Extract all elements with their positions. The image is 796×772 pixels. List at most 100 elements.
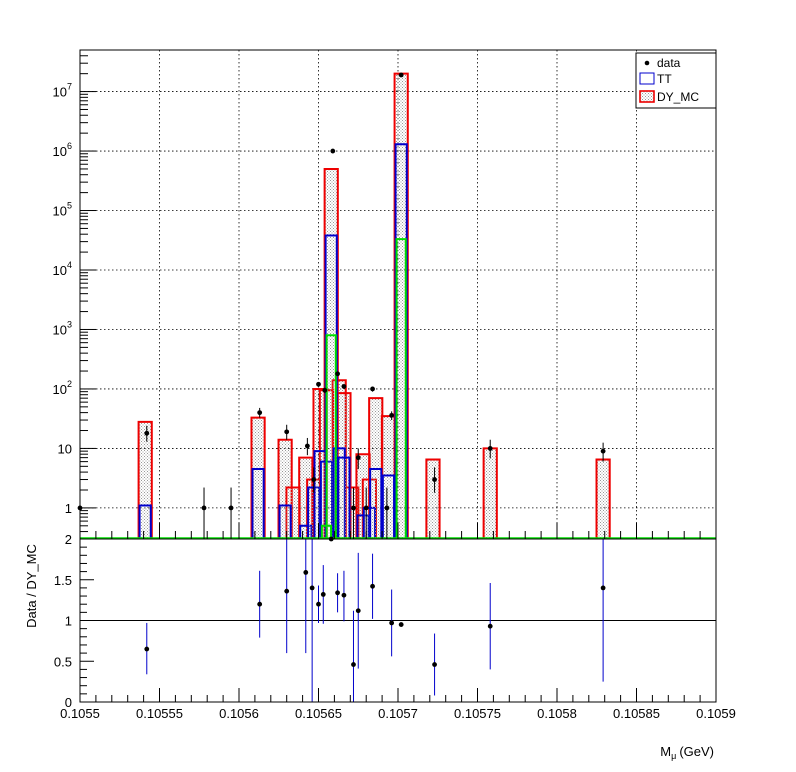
x-axis-title: Mμ (GeV) <box>660 744 714 761</box>
tt-bin <box>337 456 351 539</box>
x-axis-label: Mμ (GeV) <box>660 744 714 761</box>
legend-entry-dy: DY_MC <box>639 90 699 104</box>
data-point <box>389 412 395 418</box>
tt-bin-fill <box>338 457 350 539</box>
ratio-x-axis: 0.1055 0.10555 0.1056 0.10565 0.1057 0.10575 0… <box>60 688 736 721</box>
ratio-point <box>370 583 375 589</box>
ratio-points <box>144 536 606 702</box>
tt-bin <box>278 504 292 539</box>
legend: data TT DY_MC <box>635 52 717 109</box>
main-y-tick-label: 10 <box>58 441 72 456</box>
ratio-panel: 00.511.52 0.1055 0.10555 0.1056 0.10565 0.10… <box>24 532 736 721</box>
legend-tt-swatch <box>639 72 655 85</box>
legend-label-dy: DY_MC <box>657 90 699 104</box>
legend-data-marker <box>644 60 650 66</box>
x-axis-label-unit: (GeV) <box>679 744 714 759</box>
data-point <box>335 371 340 377</box>
dy-bin <box>425 458 441 539</box>
tt-bin-fill <box>252 469 264 539</box>
main-histogram-panel: 1 10 102 103 104 105 106 107 <box>53 49 717 540</box>
main-x-ticks <box>79 523 717 539</box>
main-y-tick-label: 105 <box>53 201 72 219</box>
ratio-x-tick-label: 0.10565 <box>295 706 342 721</box>
ratio-point <box>487 623 493 629</box>
tt-bin <box>369 468 383 539</box>
data-point <box>284 429 290 435</box>
data-point <box>355 455 361 461</box>
ratio-y-axis: 0 0.5 1 1.5 2 <box>54 532 94 710</box>
ratio-x-tick-label: 0.10585 <box>613 706 660 721</box>
data-point <box>363 505 369 511</box>
tt-bin-fill <box>395 144 407 540</box>
ratio-point <box>355 608 361 614</box>
ratio-point <box>144 646 150 652</box>
data-point <box>487 446 493 451</box>
dy-bin-fill <box>596 459 610 539</box>
data-point <box>341 384 347 389</box>
data-point <box>351 505 356 511</box>
legend-dy-swatch <box>639 90 655 103</box>
ratio-point <box>284 588 290 594</box>
tt-bin <box>324 234 338 539</box>
green-bin <box>395 238 407 539</box>
ratio-y-tick-label: 0.5 <box>54 654 72 669</box>
ratio-point <box>309 585 315 591</box>
main-y-tick-label: 106 <box>53 141 72 159</box>
tt-bin-fill <box>279 505 291 539</box>
main-y-tick-label: 103 <box>53 319 72 337</box>
ratio-y-tick-label: 2 <box>65 532 72 547</box>
data-point <box>201 505 207 511</box>
ratio-y-label: Data / DY_MC <box>24 544 39 628</box>
ratio-point <box>320 592 326 597</box>
data-point <box>398 72 404 78</box>
data-point <box>257 410 263 416</box>
data-point <box>322 387 328 393</box>
ratio-x-tick-label: 0.1055 <box>60 706 100 721</box>
green-bin <box>325 334 337 539</box>
main-y-axis: 1 10 102 103 104 105 106 107 <box>53 49 96 540</box>
dy-bin-fill <box>426 459 440 539</box>
dy-bin <box>137 420 153 539</box>
data-points <box>77 72 606 539</box>
main-y-tick-label: 102 <box>53 379 72 397</box>
tt-bin-fill <box>325 235 337 539</box>
data-point <box>370 386 375 392</box>
dy-bin <box>323 167 339 539</box>
ratio-point <box>398 622 404 627</box>
ratio-y-tick-label: 1.5 <box>54 573 72 588</box>
tt-bin-fill <box>139 505 151 539</box>
legend-label-data: data <box>657 56 681 70</box>
ratio-x-tick-label: 0.1056 <box>219 706 259 721</box>
ratio-point <box>432 662 437 667</box>
data-point <box>432 477 437 482</box>
tt-bin <box>138 504 152 539</box>
main-y-tick-label: 107 <box>53 82 72 100</box>
ratio-point <box>316 601 321 607</box>
ratio-y-tick-label: 1 <box>65 614 72 629</box>
ratio-point <box>303 570 309 575</box>
data-point <box>384 505 390 511</box>
ratio-point <box>389 620 395 626</box>
ratio-x-tick-label: 0.1057 <box>378 706 418 721</box>
ratio-point <box>351 662 356 667</box>
ratio-point <box>600 585 606 591</box>
ratio-point <box>335 590 340 596</box>
main-y-tick-label: 104 <box>53 260 72 278</box>
legend-entry-data: data <box>644 56 681 70</box>
data-point <box>144 430 150 436</box>
ratio-x-tick-label: 0.10575 <box>454 706 501 721</box>
legend-label-tt: TT <box>657 72 672 86</box>
ratio-x-tick-label: 0.1059 <box>696 706 736 721</box>
data-point <box>304 443 310 449</box>
tt-bin-fill <box>300 525 312 539</box>
data-point <box>311 477 317 482</box>
x-axis-label-main: M <box>660 744 671 759</box>
stacked-histograms <box>80 72 716 540</box>
ratio-point <box>257 601 263 607</box>
legend-entry-tt: TT <box>639 72 672 86</box>
ratio-x-tick-label: 0.1058 <box>537 706 577 721</box>
main-y-tick-label: 1 <box>65 501 72 516</box>
data-point <box>330 148 336 154</box>
ratio-y-tick-label: 0 <box>65 695 72 710</box>
